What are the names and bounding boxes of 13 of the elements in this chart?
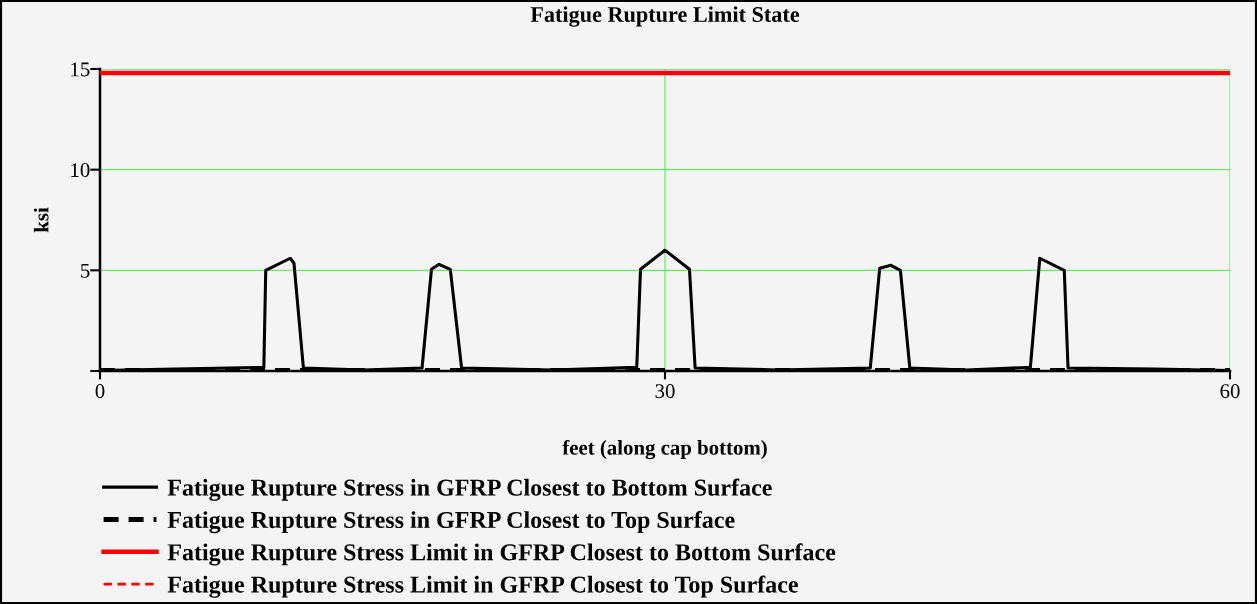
x-axis-title: feet (along cap bottom) — [562, 439, 767, 460]
legend-label: Fatigue Rupture Stress Limit in GFRP Closest to Top Surface — [167, 575, 798, 598]
legend-label: Fatigue Rupture Stress in GFRP Closest to Top Surface — [167, 510, 735, 534]
y-tick-label: 15 — [71, 62, 90, 77]
y-axis-title: ksi — [33, 207, 49, 233]
chart-title: Fatigue Rupture Limit State — [530, 6, 800, 27]
x-tick-label: 30 — [655, 384, 675, 399]
x-tick-label: 60 — [1220, 384, 1240, 399]
x-tick-label: 0 — [95, 384, 105, 399]
y-tick-label: 10 — [71, 163, 90, 178]
legend-label: Fatigue Rupture Stress Limit in GFRP Closest to Bottom Surface — [167, 543, 836, 566]
legend-label: Fatigue Rupture Stress in GFRP Closest to Bottom Surface — [167, 478, 772, 501]
y-tick-label: 5 — [81, 263, 90, 278]
